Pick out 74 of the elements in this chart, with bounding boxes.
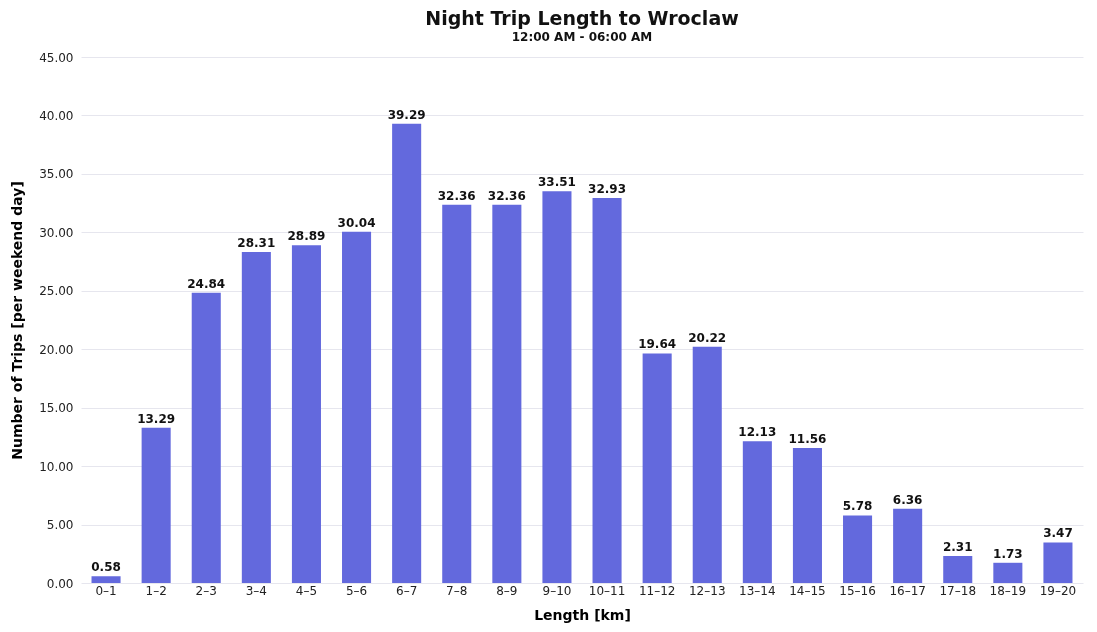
x-tick-label: 16–17 bbox=[889, 583, 926, 598]
bar bbox=[392, 123, 422, 583]
data-label: 11.56 bbox=[788, 431, 827, 446]
x-tick-label: 12–13 bbox=[688, 583, 726, 598]
y-tick-label: 25.00 bbox=[39, 284, 74, 299]
data-label: 28.89 bbox=[287, 229, 326, 244]
x-tick-label: 11–12 bbox=[638, 583, 676, 598]
data-label: 39.29 bbox=[387, 107, 426, 122]
bar bbox=[993, 562, 1023, 583]
bar bbox=[893, 508, 923, 583]
bar bbox=[843, 515, 873, 583]
bar bbox=[191, 292, 221, 583]
x-tick-label: 1–2 bbox=[145, 583, 167, 598]
x-tick-label: 10–11 bbox=[588, 583, 626, 598]
bar bbox=[291, 245, 321, 583]
data-label: 12.13 bbox=[738, 425, 777, 440]
y-tick-label: 30.00 bbox=[39, 225, 74, 240]
data-label: 0.58 bbox=[91, 560, 121, 575]
data-label: 1.73 bbox=[993, 546, 1023, 561]
data-label: 2.31 bbox=[942, 540, 973, 554]
bar bbox=[141, 427, 171, 583]
bar bbox=[943, 556, 973, 583]
data-label: 33.51 bbox=[537, 175, 576, 190]
bar bbox=[592, 198, 622, 583]
y-tick-label: 0.00 bbox=[46, 576, 74, 591]
data-label: 32.93 bbox=[588, 182, 627, 197]
data-label: 13.29 bbox=[137, 411, 176, 426]
x-tick-label: 9–10 bbox=[542, 583, 572, 598]
y-axis-title: Number of Trips [per weekend day] bbox=[9, 181, 26, 460]
data-label: 28.31 bbox=[237, 236, 276, 251]
bar bbox=[91, 576, 121, 583]
y-tick-label: 15.00 bbox=[39, 401, 74, 416]
data-label: 20.22 bbox=[688, 330, 727, 345]
x-tick-label: 19–20 bbox=[1039, 583, 1077, 598]
bar bbox=[792, 447, 822, 583]
bar bbox=[442, 204, 472, 583]
bar bbox=[542, 191, 572, 583]
data-label: 30.04 bbox=[337, 215, 376, 230]
x-tick-label: 14–15 bbox=[789, 583, 826, 598]
bar bbox=[342, 231, 372, 583]
x-tick-label: 18–19 bbox=[989, 583, 1027, 598]
y-tick-label: 5.00 bbox=[46, 518, 74, 533]
x-tick-label: 7–8 bbox=[446, 583, 468, 598]
data-label: 3.47 bbox=[1043, 526, 1073, 541]
data-label: 6.36 bbox=[892, 492, 923, 507]
x-tick-label: 6–7 bbox=[396, 583, 418, 598]
data-label: 32.36 bbox=[487, 188, 526, 203]
x-tick-label: 17–18 bbox=[939, 583, 977, 598]
bar bbox=[492, 204, 522, 583]
bar bbox=[742, 441, 772, 583]
x-tick-label: 2–3 bbox=[195, 583, 217, 598]
data-label: 24.84 bbox=[187, 276, 226, 291]
y-tick-label: 35.00 bbox=[39, 167, 74, 182]
bar bbox=[692, 346, 722, 583]
x-tick-label: 5–6 bbox=[345, 583, 368, 598]
y-tick-label: 40.00 bbox=[39, 108, 74, 123]
bar bbox=[1043, 542, 1073, 583]
bar bbox=[241, 252, 271, 583]
y-tick-label: 10.00 bbox=[39, 459, 74, 474]
data-label: 32.36 bbox=[437, 188, 476, 203]
data-label: 5.78 bbox=[842, 499, 873, 514]
bar bbox=[642, 353, 672, 583]
x-tick-label: 13–14 bbox=[739, 583, 776, 598]
x-tick-label: 0–1 bbox=[95, 583, 117, 598]
chart-subtitle: 12:00 AM - 06:00 AM bbox=[511, 30, 653, 44]
x-tick-label: 8–9 bbox=[496, 583, 518, 598]
y-tick-label: 45.00 bbox=[39, 50, 74, 65]
x-tick-label: 15–16 bbox=[839, 583, 876, 598]
data-label: 19.64 bbox=[638, 337, 677, 352]
x-tick-label: 3–4 bbox=[245, 583, 267, 598]
y-tick-label: 20.00 bbox=[39, 342, 74, 357]
chart-title: Night Trip Length to Wroclaw bbox=[425, 7, 739, 29]
x-axis-title: Length [km] bbox=[534, 606, 631, 623]
x-tick-label: 4–5 bbox=[295, 583, 318, 598]
